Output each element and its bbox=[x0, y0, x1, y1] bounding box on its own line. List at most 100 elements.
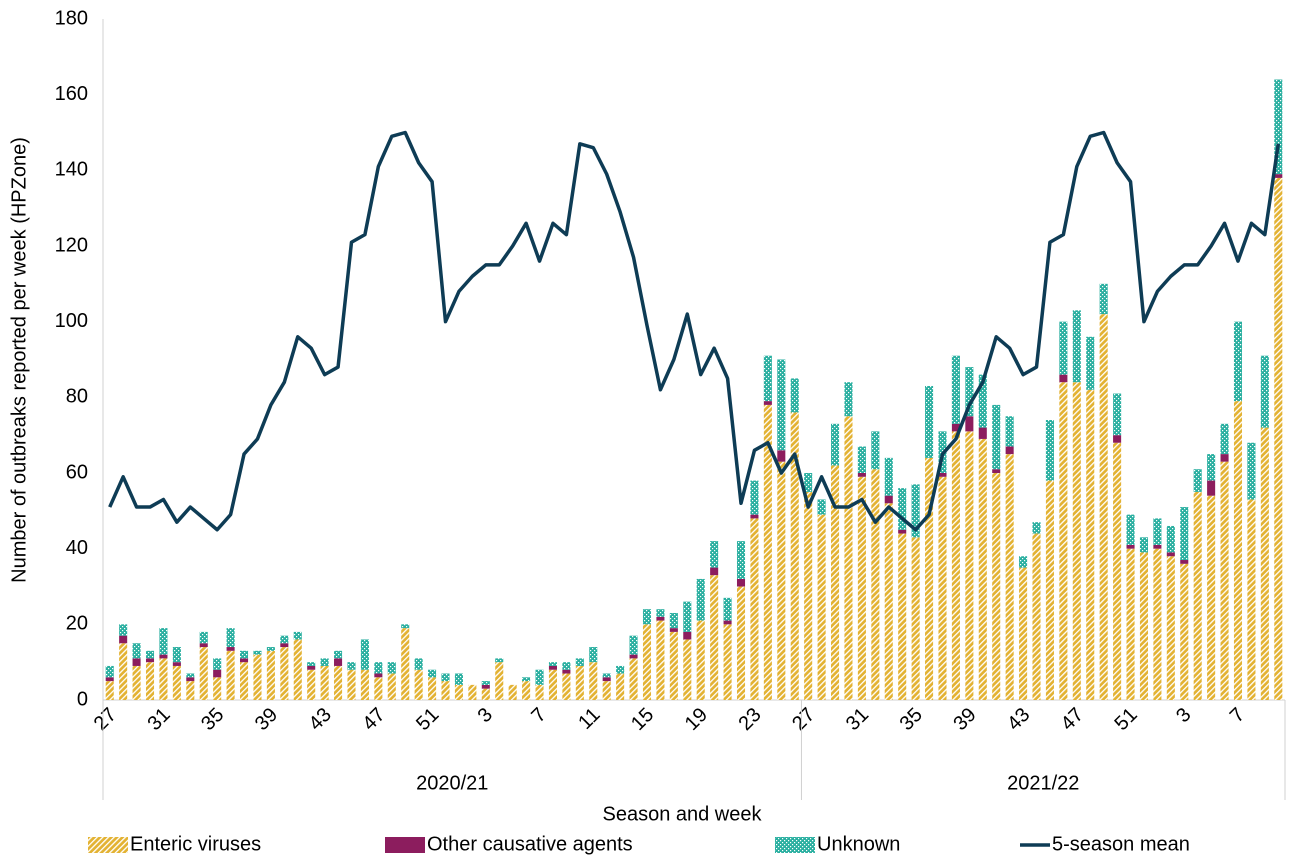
bar bbox=[481, 688, 490, 700]
bar bbox=[669, 631, 678, 700]
legend-label: Other causative agents bbox=[427, 833, 633, 855]
bar bbox=[454, 673, 463, 685]
bar bbox=[1166, 552, 1175, 557]
bar bbox=[831, 465, 840, 700]
bar bbox=[145, 650, 155, 659]
y-tick-label: 180 bbox=[55, 7, 88, 29]
bar bbox=[1207, 480, 1216, 496]
bar bbox=[320, 658, 329, 666]
bar bbox=[857, 446, 866, 473]
bar bbox=[522, 681, 531, 700]
bar bbox=[602, 681, 611, 700]
bar bbox=[172, 647, 181, 663]
bar bbox=[240, 650, 249, 659]
bar bbox=[105, 665, 114, 678]
bar bbox=[1019, 567, 1028, 700]
bar bbox=[1166, 525, 1175, 553]
bar bbox=[226, 650, 235, 700]
x-tick-label: 27 bbox=[788, 704, 819, 735]
bar bbox=[978, 374, 987, 428]
legend-label: Unknown bbox=[817, 833, 900, 855]
legend-swatch bbox=[775, 837, 815, 853]
bar bbox=[669, 612, 678, 629]
bar bbox=[1045, 420, 1054, 481]
bar bbox=[616, 665, 625, 674]
bar bbox=[857, 473, 866, 477]
bar bbox=[199, 647, 208, 700]
bar bbox=[293, 631, 302, 640]
bar bbox=[307, 669, 316, 700]
y-tick-label: 80 bbox=[66, 386, 88, 408]
y-tick-label: 120 bbox=[55, 234, 88, 256]
bar bbox=[656, 609, 665, 617]
bar bbox=[723, 597, 732, 621]
bar bbox=[1113, 393, 1122, 436]
bar bbox=[750, 514, 759, 519]
bar bbox=[105, 681, 114, 700]
bar bbox=[119, 635, 128, 644]
x-tick-label: 51 bbox=[1111, 704, 1142, 735]
bar bbox=[105, 677, 114, 682]
x-tick-label: 39 bbox=[949, 704, 980, 735]
bar bbox=[1032, 533, 1041, 700]
bar bbox=[1072, 310, 1081, 383]
x-tick-label: 11 bbox=[574, 704, 604, 734]
bar bbox=[898, 529, 907, 534]
bar bbox=[347, 662, 356, 670]
bar bbox=[334, 658, 343, 666]
bar bbox=[1207, 454, 1216, 481]
bar bbox=[213, 658, 222, 670]
bar bbox=[374, 677, 383, 700]
x-tick-label: 15 bbox=[627, 704, 658, 735]
x-tick-label: 47 bbox=[1057, 704, 1088, 735]
bar bbox=[898, 488, 907, 530]
x-tick-label: 3 bbox=[1172, 704, 1195, 727]
bar bbox=[320, 665, 329, 700]
bar bbox=[1059, 321, 1068, 375]
bar bbox=[857, 476, 866, 700]
bar bbox=[387, 662, 396, 674]
x-tick-label: 7 bbox=[527, 704, 550, 727]
x-tick-label: 7 bbox=[1226, 704, 1249, 727]
bar bbox=[428, 677, 437, 700]
x-axis-title: Season and week bbox=[602, 803, 762, 825]
bar bbox=[253, 650, 262, 655]
group-label: 2021/22 bbox=[1007, 772, 1079, 794]
bar bbox=[132, 665, 141, 700]
y-tick-label: 0 bbox=[77, 688, 88, 710]
bar bbox=[965, 367, 974, 417]
bar bbox=[199, 631, 208, 644]
x-tick-label: 35 bbox=[197, 704, 228, 735]
y-tick-label: 60 bbox=[66, 461, 88, 483]
bar bbox=[911, 484, 920, 538]
bar bbox=[978, 427, 987, 439]
bar bbox=[992, 473, 1001, 700]
bar bbox=[1274, 177, 1283, 700]
bar bbox=[535, 669, 544, 685]
bar bbox=[925, 385, 934, 458]
bar bbox=[454, 684, 463, 700]
bar bbox=[844, 382, 853, 417]
bar bbox=[992, 404, 1001, 470]
legend-label: Enteric viruses bbox=[130, 833, 261, 855]
bar bbox=[1193, 469, 1202, 492]
bar bbox=[428, 669, 437, 678]
bar bbox=[978, 438, 987, 700]
bar bbox=[226, 647, 235, 651]
bar bbox=[548, 662, 557, 666]
bar bbox=[1153, 548, 1162, 700]
bar bbox=[884, 495, 893, 504]
bar bbox=[763, 401, 772, 405]
bar bbox=[562, 662, 571, 670]
bar bbox=[307, 665, 316, 670]
bar bbox=[119, 643, 128, 700]
bar bbox=[535, 684, 544, 700]
bar bbox=[1153, 544, 1162, 549]
bar bbox=[602, 673, 611, 678]
bar bbox=[925, 457, 934, 700]
bar bbox=[710, 575, 719, 700]
bar bbox=[1233, 401, 1243, 700]
bar bbox=[1005, 416, 1014, 447]
bar bbox=[602, 677, 611, 682]
